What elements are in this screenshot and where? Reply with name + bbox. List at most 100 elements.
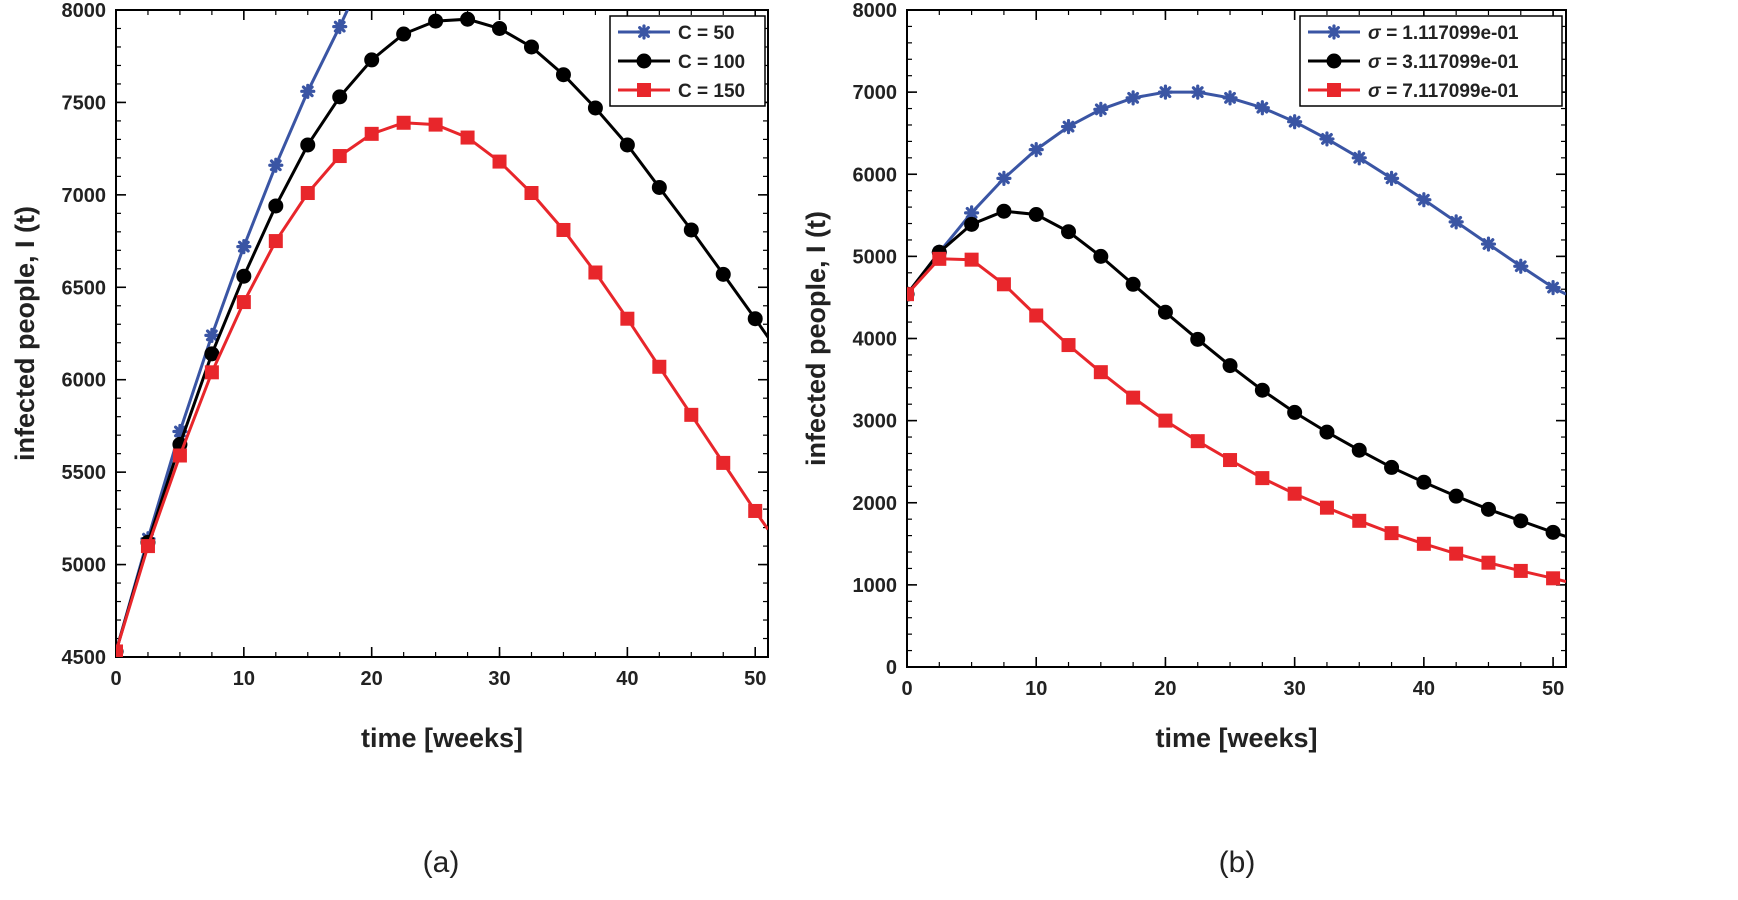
series-2: [907, 203, 1566, 540]
y-tick-label: 5000: [62, 555, 107, 577]
x-tick-label: 50: [1542, 678, 1564, 700]
legend-star-marker: [636, 24, 652, 40]
square-marker: [932, 251, 947, 266]
y-tick-label: 6000: [853, 164, 898, 186]
circle-marker: [1513, 513, 1529, 529]
y-axis-label: infected people, I (t): [801, 211, 831, 466]
star-marker: [1060, 119, 1077, 135]
star-marker: [300, 83, 316, 99]
square-marker: [1481, 555, 1496, 570]
series-line: [116, 17, 768, 652]
legend-square-marker: [1327, 83, 1341, 97]
square-marker: [588, 265, 603, 280]
series-line: [907, 90, 1566, 296]
star-marker: [172, 423, 188, 440]
x-axis-label: time [weeks]: [361, 723, 523, 753]
legend-circle-marker: [636, 53, 652, 69]
square-marker: [1255, 471, 1270, 486]
series-3: [907, 251, 1566, 586]
circle-marker: [1416, 474, 1432, 490]
star-marker: [1028, 142, 1044, 158]
y-tick-label: 7000: [62, 185, 107, 207]
star-marker: [964, 205, 980, 221]
legend-entry: σ = 7.117099e-01: [1308, 81, 1519, 102]
legend-label: C = 50: [678, 23, 735, 44]
y-tick-label: 2000: [853, 493, 898, 515]
square-marker: [652, 359, 667, 374]
star-marker: [1383, 170, 1400, 186]
legend-value: 3.117099e-01: [1402, 52, 1519, 73]
circle-marker: [1287, 404, 1303, 420]
legend-value: 7.117099e-01: [1402, 81, 1519, 102]
square-marker: [396, 115, 411, 130]
circle-marker: [651, 179, 667, 195]
circle-marker: [1384, 459, 1400, 475]
x-tick-label: 30: [488, 668, 510, 690]
circle-marker: [1545, 524, 1561, 540]
square-marker: [268, 234, 283, 249]
sigma-symbol: σ =: [1368, 52, 1402, 73]
y-tick-label: 7000: [853, 82, 898, 104]
star-marker: [1287, 114, 1303, 130]
square-marker: [172, 448, 187, 463]
circle-marker: [332, 89, 348, 105]
y-tick-label: 4000: [853, 329, 898, 351]
square-marker: [1093, 365, 1108, 380]
square-marker: [1190, 434, 1205, 449]
circle-marker: [268, 198, 284, 214]
square-marker: [1449, 546, 1464, 561]
legend-entry: C = 150: [618, 81, 745, 102]
y-tick-label: 0: [886, 657, 897, 679]
circle-marker: [715, 266, 731, 282]
star-marker: [996, 170, 1012, 186]
star-marker: [332, 19, 348, 35]
square-marker: [460, 130, 475, 145]
circle-marker: [236, 268, 252, 284]
legend: C = 50 C = 100 C = 150: [609, 15, 766, 107]
square-marker: [907, 287, 914, 302]
star-marker: [1545, 279, 1561, 296]
series-2: [116, 11, 768, 657]
circle-marker: [1222, 358, 1238, 374]
chart-panel-b: 0 10 20 30 40 50 0 1000 2000 3000 4000 5000 6000 7000…: [801, 0, 1567, 879]
square-marker: [1223, 453, 1238, 468]
square-marker: [1126, 390, 1141, 405]
star-marker: [1254, 100, 1270, 116]
square-marker: [492, 154, 507, 169]
y-tick-label: 8000: [62, 0, 107, 22]
x-axis-label: time [weeks]: [1155, 723, 1317, 753]
legend-entry: C = 100: [618, 52, 745, 73]
square-marker: [1029, 308, 1044, 323]
star-marker: [236, 239, 252, 255]
star-marker: [1351, 150, 1367, 166]
circle-marker: [1061, 224, 1077, 240]
panel-label: (b): [1219, 846, 1256, 879]
star-marker: [1190, 84, 1206, 100]
sigma-symbol: σ =: [1368, 81, 1402, 102]
y-tick-label: 8000: [853, 0, 898, 22]
circle-marker: [1448, 488, 1464, 504]
legend-label: C = 100: [678, 52, 745, 73]
legend-label: σ = 1.117099e-01: [1368, 23, 1519, 44]
legend-value: 1.117099e-01: [1402, 23, 1519, 44]
x-tick-label: 10: [233, 668, 255, 690]
square-marker: [236, 295, 251, 310]
star-marker: [1513, 258, 1529, 274]
circle-marker: [523, 39, 539, 55]
square-marker: [716, 455, 731, 470]
x-tick-label: 10: [1025, 678, 1047, 700]
star-marker: [1157, 84, 1174, 100]
x-tick-label: 0: [901, 678, 912, 700]
square-marker: [332, 149, 347, 164]
square-marker: [556, 222, 571, 237]
square-marker: [364, 126, 379, 141]
legend: σ = 1.117099e-01σ = 3.117099e-01σ = 7.11…: [1299, 15, 1563, 107]
legend-star-marker: [1326, 24, 1342, 40]
circle-marker: [747, 311, 763, 327]
square-marker: [140, 539, 155, 554]
star-marker: [1480, 236, 1497, 252]
square-marker: [1546, 571, 1561, 586]
star-marker: [1222, 90, 1238, 106]
circle-marker: [396, 26, 412, 42]
